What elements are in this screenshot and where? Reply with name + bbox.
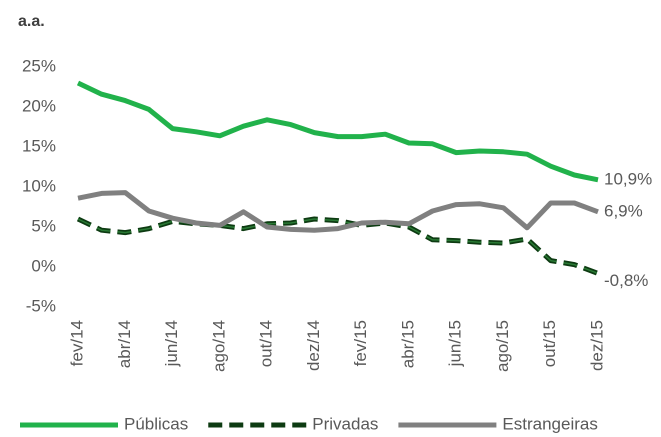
legend-label: Públicas <box>124 414 188 433</box>
x-tick-label: fev/15 <box>351 320 370 366</box>
x-tick-label: dez/14 <box>304 320 323 371</box>
x-tick-label: out/15 <box>540 320 559 367</box>
x-tick-label: abr/14 <box>115 320 134 368</box>
y-tick-label: 20% <box>22 96 56 115</box>
x-tick-label: dez/15 <box>587 320 606 371</box>
y-tick-label: 15% <box>22 136 56 155</box>
line-series <box>76 80 599 183</box>
y-tick-label: 5% <box>31 216 56 235</box>
x-tick-label: out/14 <box>257 320 276 367</box>
x-tick-label: jun/14 <box>162 320 181 367</box>
x-tick-label: ago/15 <box>493 320 512 372</box>
y-tick-label: -5% <box>26 296 56 315</box>
data-label: 10,9% <box>604 169 652 188</box>
line-series <box>77 190 599 233</box>
y-tick-label: 0% <box>31 256 56 275</box>
legend-label: Privadas <box>312 414 378 433</box>
y-axis-unit: a.a. <box>18 13 45 30</box>
line-series <box>77 218 599 275</box>
y-tick-label: 25% <box>22 56 56 75</box>
x-tick-label: fev/14 <box>67 320 86 366</box>
legend-label: Estrangeiras <box>502 414 597 433</box>
data-label: 6,9% <box>604 201 643 220</box>
y-tick-label: 10% <box>22 176 56 195</box>
data-label: -0,8% <box>604 271 648 290</box>
x-tick-label: ago/14 <box>209 320 228 372</box>
x-tick-label: abr/15 <box>398 320 417 368</box>
x-tick-label: jun/15 <box>446 320 465 367</box>
